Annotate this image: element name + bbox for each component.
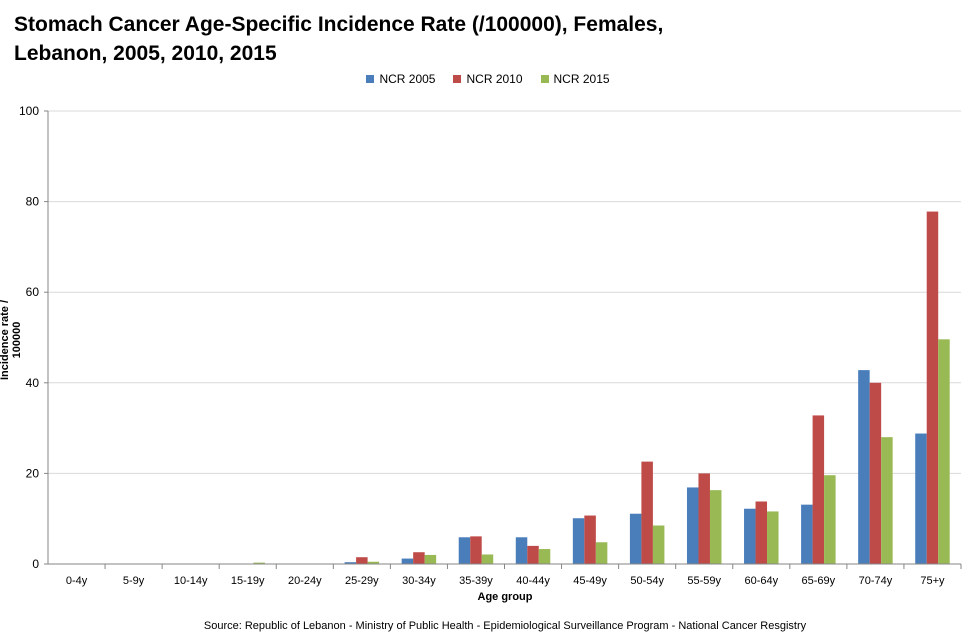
x-axis-label: Age group [477,591,533,603]
legend-swatch-2015 [540,75,549,83]
bar-ncr-2015-25-29y [367,561,380,564]
y-tick-labels: 0 20 40 60 80 100 [19,104,48,571]
bar-ncr-2015-40-44y [538,549,551,564]
bar-ncr-2015-60-64y [767,511,779,564]
y-tick-label: 0 [32,557,39,571]
x-tick-label: 55-59y [687,575,721,587]
bars [253,211,950,565]
bar-ncr-2010-50-54y [641,461,653,564]
bar-ncr-2005-60-64y [744,508,756,564]
bar-ncr-2010-55-59y [698,473,710,564]
legend-item-2010: NCR 2010 [453,72,523,86]
bar-ncr-2010-70-74y [869,382,882,564]
bar-ncr-2015-75+y [938,339,950,564]
legend-swatch-2005 [366,75,375,83]
bar-ncr-2015-55-59y [709,490,722,564]
x-tick-labels: 0-4y 5-9y 10-14y 15-19y 20-24y 25-29y 30-34y 35… [66,564,962,587]
y-tick-label: 20 [26,466,40,480]
chart-title-line-1: Stomach Cancer Age-Specific Incidence Ra… [14,13,664,36]
legend-label-2005: NCR 2005 [379,72,436,86]
chart-title: Stomach Cancer Age-Specific Incidence Ra… [14,10,714,68]
bar-ncr-2015-65-69y [824,475,836,564]
legend-item-2015: NCR 2015 [540,72,610,86]
bar-ncr-2015-35-39y [481,554,494,564]
bar-ncr-2005-75+y [915,433,927,564]
bar-ncr-2005-30-34y [401,558,414,564]
bar-ncr-2015-45-49y [595,542,608,564]
x-tick-label: 0-4y [66,575,88,587]
x-tick-label: 35-39y [459,575,493,587]
y-tick-label: 80 [26,195,40,209]
source-note: Source: Republic of Lebanon - Ministry o… [203,620,807,632]
legend-swatch-2010 [453,75,462,83]
bar-ncr-2010-60-64y [755,501,768,564]
bar-ncr-2015-30-34y [424,554,437,564]
bar-ncr-2005-65-69y [801,504,813,564]
legend-item-2005: NCR 2005 [366,72,435,86]
x-tick-label: 15-19y [231,575,265,587]
x-tick-label: 10-14y [174,575,208,587]
x-tick-label: 5-9y [123,575,145,587]
bar-ncr-2010-25-29y [356,557,368,564]
x-tick-label: 50-54y [630,575,664,587]
bar-ncr-2015-50-54y [652,525,665,564]
x-tick-label: 40-44y [516,575,550,587]
bar-ncr-2005-50-54y [629,513,642,564]
x-tick-label: 65-69y [802,575,836,587]
y-tick-label: 60 [26,285,40,299]
chart-title-line-2: Lebanon, 2005, 2010, 2015 [14,42,277,65]
x-tick-label: 20-24y [288,575,322,587]
legend-label-2015: NCR 2015 [553,72,610,86]
bar-ncr-2010-35-39y [470,536,482,564]
bar-ncr-2010-45-49y [584,515,596,564]
bar-ncr-2010-40-44y [527,545,539,564]
bar-ncr-2005-35-39y [458,537,471,564]
bar-ncr-2010-30-34y [413,552,425,564]
x-tick-label: 30-34y [402,575,436,587]
bar-ncr-2010-65-69y [812,415,825,564]
bar-ncr-2005-55-59y [686,487,699,564]
bar-ncr-2005-70-74y [858,370,870,564]
x-tick-label: 60-64y [744,575,778,587]
x-tick-label: 75+y [920,575,945,587]
x-tick-label: 70-74y [859,575,893,587]
y-tick-label: 100 [19,104,39,118]
bar-ncr-2005-45-49y [572,518,585,564]
bar-ncr-2010-75+y [926,211,939,565]
y-axis-label: Incidence rate / 100000 [0,299,23,381]
bar-ncr-2005-40-44y [515,537,528,564]
x-tick-label: 45-49y [573,575,607,587]
y-tick-label: 40 [26,376,40,390]
bar-ncr-2015-15-19y [253,562,265,564]
x-tick-label: 25-29y [345,575,379,587]
legend-label-2010: NCR 2010 [466,72,523,86]
chart-legend: NCR 2005 NCR 2010 NCR 2015 [0,72,976,86]
gridlines [48,110,961,474]
bar-ncr-2005-25-29y [344,562,357,564]
bar-ncr-2015-70-74y [881,437,893,564]
